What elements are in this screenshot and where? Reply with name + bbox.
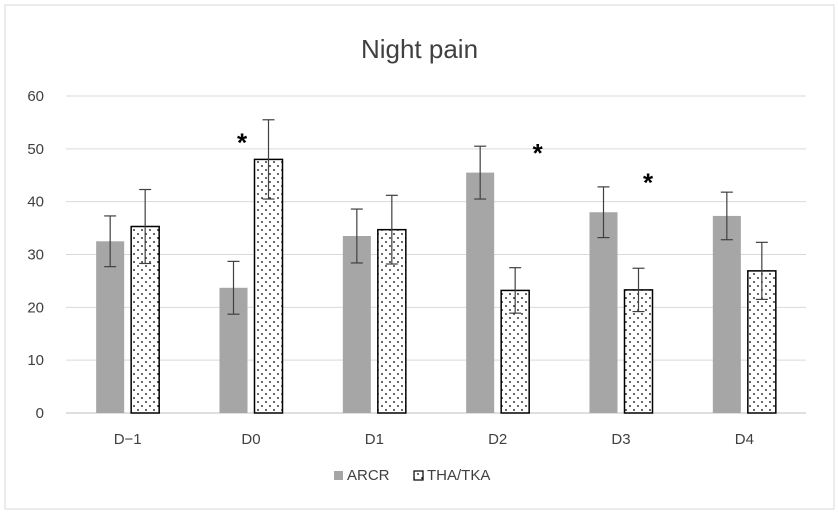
y-tick-label: 20 [27, 299, 44, 316]
chart-title: Night pain [361, 34, 478, 64]
bar-arcr [466, 172, 495, 413]
x-tick-label: D1 [365, 431, 384, 448]
bar-tha-tka [623, 289, 654, 414]
y-tick-label: 60 [27, 88, 44, 105]
significance-asterisk: * [643, 167, 654, 197]
significance-asterisk: * [533, 138, 544, 168]
bar-arcr [712, 215, 741, 413]
legend-item-tha-tka: THA/TKA [413, 467, 490, 484]
bar-tha-tka [253, 158, 284, 414]
legend-swatch [334, 471, 343, 480]
bar-tha-tka [130, 225, 160, 414]
error-bar [227, 260, 240, 315]
x-tick-label: D−1 [114, 431, 142, 448]
error-bar [509, 267, 522, 314]
legend-label: ARCR [347, 467, 390, 484]
error-bar [385, 194, 398, 265]
legend-label: THA/TKA [427, 467, 490, 484]
significance-markers: * * * [237, 128, 654, 198]
x-axis-ticks: D−1 D0 D1 D2 D3 D4 [114, 431, 754, 448]
error-bar [262, 119, 275, 200]
error-bar [350, 208, 363, 264]
y-tick-label: 0 [36, 405, 44, 422]
y-tick-label: 50 [27, 141, 44, 158]
error-bar [597, 186, 610, 239]
y-tick-label: 40 [27, 194, 44, 211]
error-bar [139, 188, 152, 265]
significance-asterisk: * [237, 128, 248, 158]
x-tick-label: D4 [735, 431, 754, 448]
x-tick-label: D0 [241, 431, 260, 448]
x-tick-label: D3 [611, 431, 630, 448]
error-bar [474, 145, 487, 200]
legend: ARCR THA/TKA [334, 467, 490, 484]
y-tick-label: 30 [27, 247, 44, 264]
bar-arcr [96, 241, 125, 413]
y-tick-label: 10 [27, 352, 44, 369]
bars [96, 158, 777, 414]
x-tick-label: D2 [488, 431, 507, 448]
error-bar [755, 241, 768, 301]
gridlines [66, 95, 806, 414]
bar-arcr [589, 212, 618, 413]
error-bar [720, 191, 733, 241]
legend-swatch [413, 470, 424, 481]
bar-arcr [342, 236, 371, 413]
error-bar [104, 215, 117, 268]
legend-item-arcr: ARCR [334, 467, 390, 484]
y-axis-ticks: 0 10 20 30 40 50 60 [27, 88, 44, 422]
error-bars [104, 119, 768, 315]
error-bar [632, 267, 645, 313]
